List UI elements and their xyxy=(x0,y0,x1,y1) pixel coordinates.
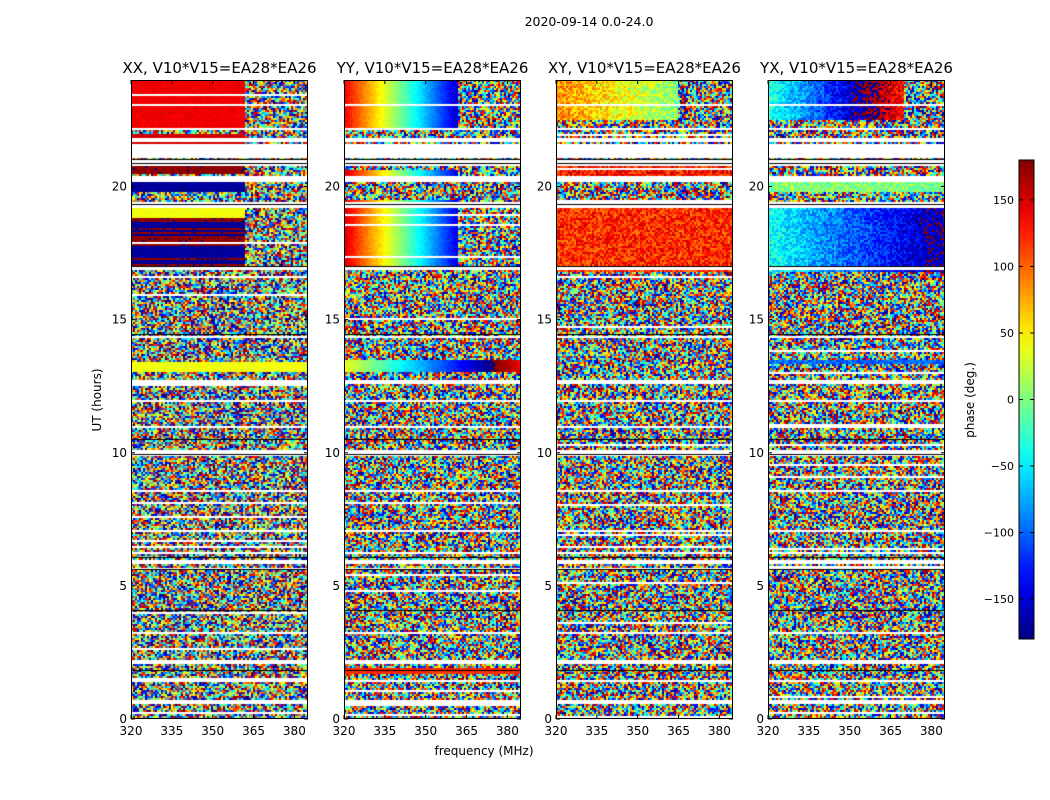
panel-frame xyxy=(344,80,521,719)
x-tick-label: 320 xyxy=(120,724,143,738)
x-axis-label: frequency (MHz) xyxy=(434,744,533,758)
x-tick-label: 320 xyxy=(545,724,568,738)
x-tick-label: 335 xyxy=(585,724,608,738)
colorbar-tick-label: 50 xyxy=(1000,327,1014,340)
x-tick-label: 320 xyxy=(757,724,780,738)
panel-title-xy: XY, V10*V15=EA28*EA26 xyxy=(548,59,741,77)
x-tick-label: 380 xyxy=(708,724,731,738)
y-tick-label: 10 xyxy=(112,446,127,460)
colorbar-tick-label: 100 xyxy=(993,260,1014,273)
panel-yx: YX, V10*V15=EA28*EA26 320 335 350 365 380 0 5 10… xyxy=(749,59,953,738)
colorbar: −150 −100 −50 0 50 100 150 phase (deg.) xyxy=(963,159,1035,640)
colorbar-tick-label: 0 xyxy=(1007,394,1014,407)
y-tick-label: 10 xyxy=(749,446,764,460)
x-tick-label: 320 xyxy=(333,724,356,738)
x-tick-label: 350 xyxy=(201,724,224,738)
y-tick-label: 15 xyxy=(325,313,340,327)
colorbar-label: phase (deg.) xyxy=(963,362,977,438)
x-tick-label: 365 xyxy=(242,724,265,738)
y-tick-label: 20 xyxy=(537,180,552,194)
y-tick-label: 10 xyxy=(537,446,552,460)
y-tick-label: 0 xyxy=(332,712,340,726)
y-tick-label: 20 xyxy=(112,180,127,194)
y-tick-label: 20 xyxy=(749,180,764,194)
y-tick-label: 0 xyxy=(756,712,764,726)
x-tick-label: 380 xyxy=(920,724,943,738)
x-tick-label: 335 xyxy=(797,724,820,738)
y-tick-label: 20 xyxy=(325,180,340,194)
colorbar-tick-label: 150 xyxy=(993,194,1014,207)
panel-title-yx: YX, V10*V15=EA28*EA26 xyxy=(759,59,953,77)
heatmap-image-xy xyxy=(556,80,733,719)
y-tick-label: 5 xyxy=(332,579,340,593)
y-tick-label: 0 xyxy=(544,712,552,726)
figure-title: 2020-09-14 0.0-24.0 xyxy=(525,14,654,29)
x-tick-label: 335 xyxy=(373,724,396,738)
y-tick-label: 10 xyxy=(325,446,340,460)
panel-frame xyxy=(131,80,308,719)
x-tick-label: 350 xyxy=(414,724,437,738)
colorbar-tick-label: −150 xyxy=(984,593,1014,606)
panel-title-yy: YY, V10*V15=EA28*EA26 xyxy=(336,59,529,77)
x-tick-label: 350 xyxy=(838,724,861,738)
y-axis-label: UT (hours) xyxy=(90,368,104,431)
y-tick-label: 0 xyxy=(119,712,127,726)
y-tick-label: 5 xyxy=(756,579,764,593)
x-tick-label: 380 xyxy=(283,724,306,738)
y-tick-label: 5 xyxy=(119,579,127,593)
y-tick-label: 5 xyxy=(544,579,552,593)
x-tick-label: 350 xyxy=(626,724,649,738)
x-tick-label: 365 xyxy=(879,724,902,738)
panel-xx: XX, V10*V15=EA28*EA26 320 335 350 365 380 0 5 10… xyxy=(112,59,317,738)
panels-layer: XX, V10*V15=EA28*EA26 320 335 350 365 380 0 5 10… xyxy=(112,59,953,738)
panel-title-xx: XX, V10*V15=EA28*EA26 xyxy=(122,59,316,77)
x-tick-label: 365 xyxy=(455,724,478,738)
panel-xy: XY, V10*V15=EA28*EA26 320 335 350 365 380 0 5 10… xyxy=(537,59,741,738)
y-tick-label: 15 xyxy=(749,313,764,327)
panel-frame xyxy=(556,80,733,719)
y-tick-label: 15 xyxy=(537,313,552,327)
panel-yy: YY, V10*V15=EA28*EA26 320 335 350 365 380 0 5 10… xyxy=(325,59,529,738)
heatmap-image-yx xyxy=(768,80,945,719)
heatmap-image-yy xyxy=(344,80,521,719)
panel-frame xyxy=(768,80,945,719)
y-tick-label: 15 xyxy=(112,313,127,327)
x-tick-label: 365 xyxy=(667,724,690,738)
heatmap-image-xx xyxy=(131,80,308,719)
colorbar-tick-label: −50 xyxy=(991,460,1014,473)
x-tick-label: 380 xyxy=(496,724,519,738)
colorbar-tick-label: −100 xyxy=(984,527,1014,540)
x-tick-label: 335 xyxy=(160,724,183,738)
